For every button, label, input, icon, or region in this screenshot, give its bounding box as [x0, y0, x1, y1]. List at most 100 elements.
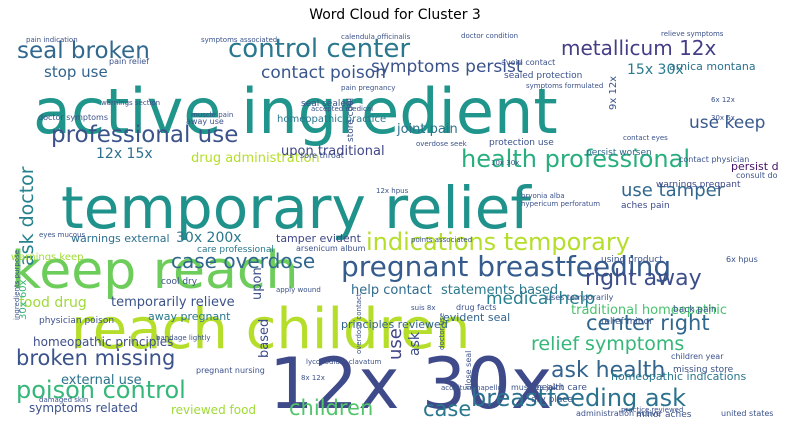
cloud-word: health care	[536, 383, 587, 393]
cloud-word: eyes mucous	[39, 231, 85, 239]
cloud-word: evident seal	[443, 311, 510, 324]
cloud-word: health professional	[461, 145, 690, 173]
cloud-word: overdose seek	[416, 140, 468, 148]
cloud-word: symptoms persist	[371, 57, 523, 77]
cloud-word: protection use	[489, 138, 554, 148]
cloud-word: relieve symptoms	[661, 30, 724, 38]
cloud-word: apply wound	[276, 286, 321, 294]
cloud-word: uses temporarily	[546, 293, 614, 302]
cloud-word: doctor symptoms	[38, 113, 108, 122]
cloud-word: using product	[601, 255, 663, 265]
cloud-word: based	[257, 319, 272, 358]
cloud-word: ask	[407, 331, 423, 356]
cloud-word: medical help	[486, 289, 595, 309]
cloud-word: 12x 15x	[96, 146, 153, 162]
cloud-word: 9x 12x	[608, 76, 619, 110]
cloud-word: sealed protection	[504, 71, 582, 81]
cloud-word: 10x 30x	[491, 159, 519, 167]
cloud-word: symptoms formulated	[526, 82, 603, 90]
cloud-word: upon traditional	[281, 144, 385, 159]
cloud-word: seal sealed	[301, 99, 352, 109]
cloud-word: cool dry	[161, 277, 198, 287]
cloud-word: administration active	[576, 409, 661, 418]
cloud-word: case	[423, 397, 471, 418]
cloud-word: pain pregnancy	[341, 84, 395, 92]
cloud-word: persist worsen	[586, 148, 652, 158]
cloud-word: ingredients purpose	[13, 250, 21, 320]
cloud-word: 30x 200x	[176, 230, 242, 246]
cloud-word: aches pain	[621, 201, 670, 211]
cloud-word: united states	[721, 409, 773, 418]
cloud-word: tamper evident	[276, 232, 362, 245]
cloud-word: arnica montana	[669, 60, 756, 73]
word-cloud: active ingredient temporary relief keep re…	[11, 30, 778, 418]
cloud-word: 30x 60x	[18, 279, 29, 320]
cloud-word: symptoms related	[29, 401, 138, 415]
cloud-word: relief minor	[601, 317, 653, 327]
cloud-word: contact eyes	[623, 134, 668, 142]
cloud-word: ask doctor	[16, 166, 38, 266]
cloud-word: help contact	[351, 283, 432, 298]
cloud-word: joint pain	[396, 122, 458, 137]
cloud-word: consult doctor	[736, 171, 778, 180]
cloud-word: muscles joint	[511, 383, 564, 392]
cloud-word: sore throat	[300, 151, 344, 160]
cloud-word: children	[289, 396, 373, 418]
cloud-word: indications temporary	[366, 228, 630, 256]
cloud-word: persist day	[731, 160, 778, 173]
cloud-word: doctor condition	[461, 32, 518, 40]
cloud-word: drug administration	[191, 151, 320, 166]
cloud-word: physician poison	[39, 316, 114, 326]
cloud-word: 6x 12x	[711, 96, 735, 104]
cloud-word: bryonia alba	[521, 192, 565, 200]
cloud-word: 6x hpus	[726, 255, 758, 264]
cloud-word: warnings pregnant	[656, 180, 741, 190]
cloud-word: away pregnant	[148, 310, 231, 323]
cloud-word: stop use	[44, 63, 108, 81]
cloud-word: away use	[186, 117, 224, 126]
cloud-word: aconitum napellus	[441, 384, 506, 392]
cloud-word: care professional	[197, 245, 274, 255]
cloud-word: active ingredient	[33, 75, 558, 148]
cloud-word: overdose contact	[355, 293, 363, 354]
cloud-word: metallicum 12x	[561, 36, 717, 60]
cloud-word: back pain	[673, 305, 717, 315]
cloud-word: calendula officinalis	[341, 33, 411, 41]
cloud-word: contact poison	[261, 63, 386, 83]
cloud-word: case overdose	[171, 249, 315, 273]
cloud-word: broken missing	[16, 346, 175, 370]
cloud-word: external use	[61, 373, 142, 388]
cloud-word: points associated	[411, 236, 472, 244]
cloud-word: breastfeeding ask	[471, 384, 686, 412]
cloud-word: drug facts	[456, 303, 496, 312]
cloud-word: statements based	[441, 283, 558, 298]
cloud-word: temporary relief	[61, 174, 532, 242]
cloud-word: pregnant nursing	[196, 366, 265, 375]
cloud-word: arsenicum album	[296, 244, 366, 253]
cloud-word: missing store	[673, 365, 734, 375]
cloud-word: homeopathic practice	[277, 114, 386, 125]
cloud-word: reach children	[71, 297, 470, 362]
cloud-word: warnings section	[101, 99, 160, 107]
cloud-word: poison control	[16, 376, 186, 404]
cloud-word: center right	[586, 311, 710, 335]
cloud-word: reviewed food	[171, 403, 256, 417]
cloud-word: minor aches	[636, 410, 692, 418]
cloud-word: warnings keep	[11, 252, 84, 263]
cloud-word: homeopathic principles	[33, 335, 173, 349]
cloud-word: doctor use	[438, 313, 446, 350]
cloud-word: control center	[228, 34, 410, 64]
cloud-word: use	[385, 328, 406, 360]
cloud-word: pregnant breastfeeding	[341, 250, 671, 283]
cloud-word: avoid contact	[501, 58, 555, 67]
cloud-word: lycopodium clavatum	[306, 358, 382, 366]
cloud-word: muscle pain	[191, 111, 233, 119]
cloud-word: 30x 6x	[711, 114, 735, 122]
cloud-word: ask health	[551, 358, 665, 383]
cloud-word: practice reviewed	[621, 406, 683, 414]
cloud-word: keep reach	[11, 241, 298, 301]
cloud-word: seal broken	[17, 38, 150, 64]
cloud-word: warnings external	[71, 232, 170, 245]
